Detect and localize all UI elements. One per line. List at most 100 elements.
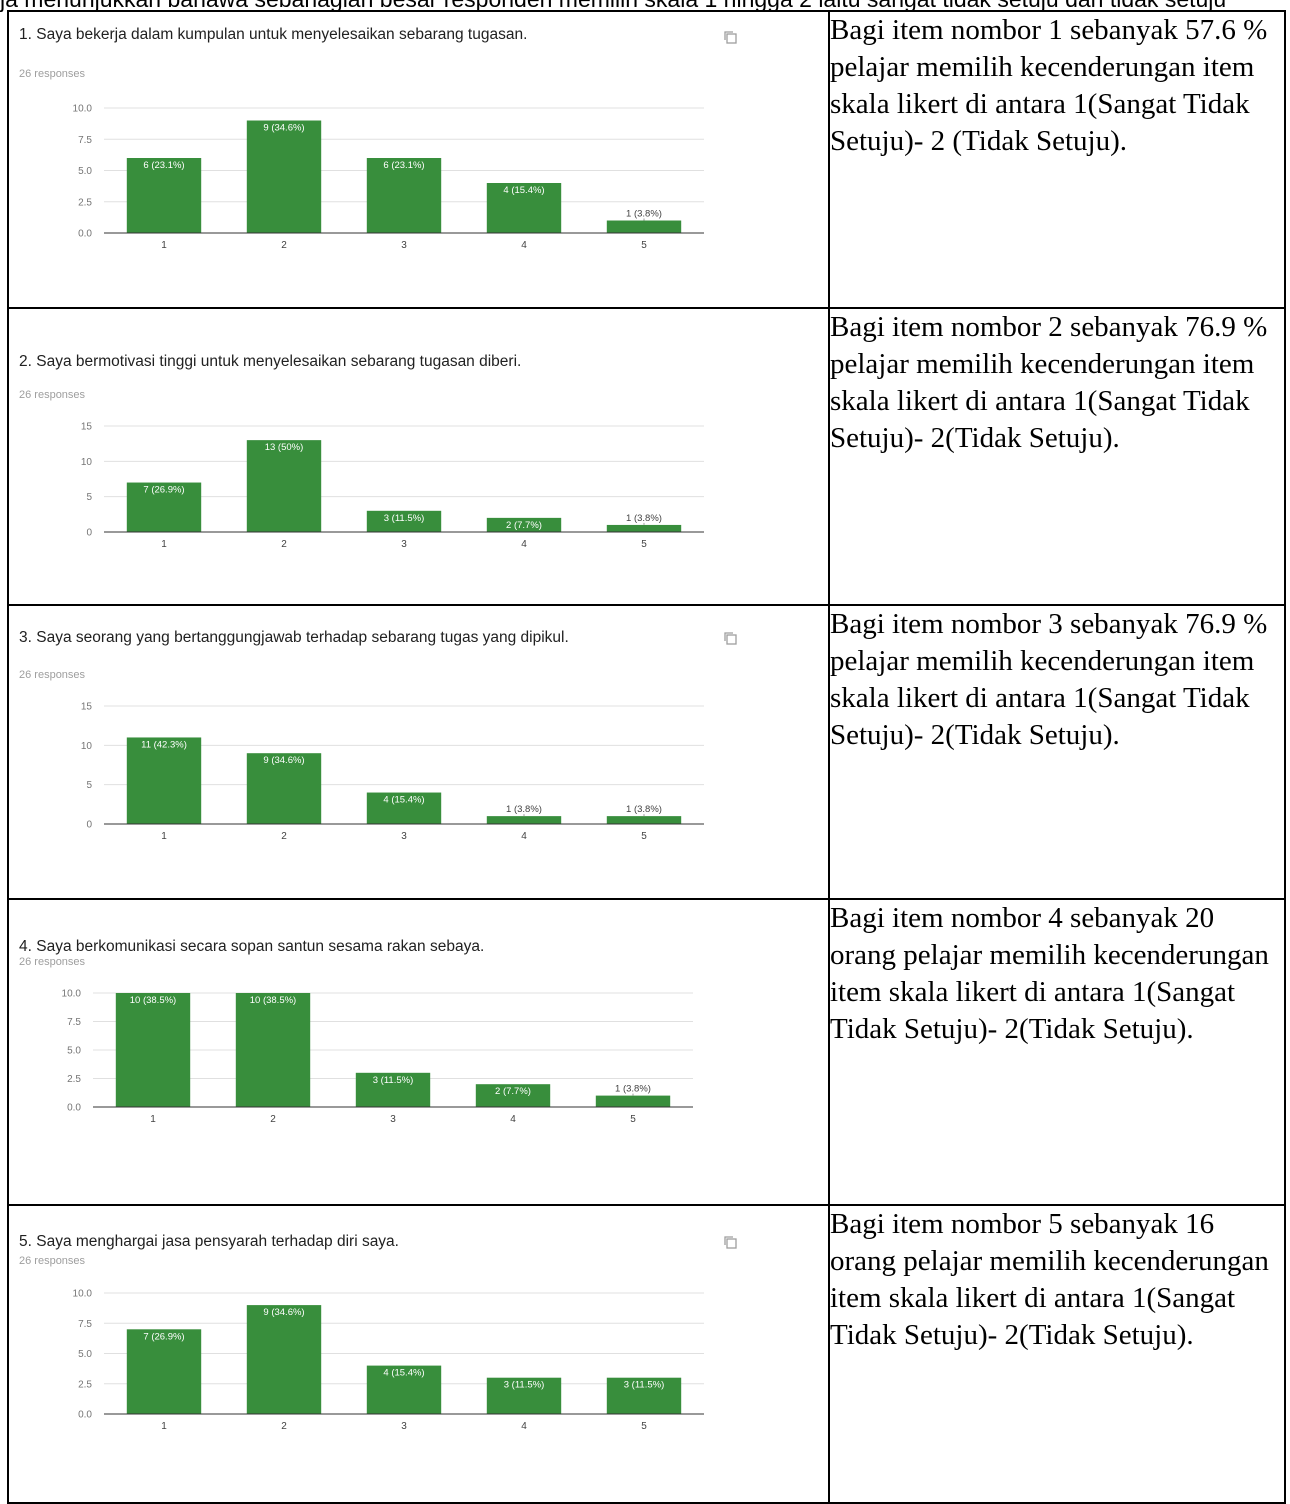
response-count: 26 responses <box>19 68 86 80</box>
x-tick-label: 5 <box>641 539 647 550</box>
response-count: 26 responses <box>19 1255 86 1267</box>
bar-chart: 0 5 10 15 11 (42.3%) 1 9 (34.6%) 2 4 (15.4%) 3 1 (… <box>81 702 704 842</box>
y-tick-label: 15 <box>81 422 93 433</box>
x-tick-label: 4 <box>510 1114 516 1125</box>
data-label: 3 (11.5%) <box>504 1380 544 1391</box>
x-tick-label: 3 <box>401 1421 407 1432</box>
chart-cell: 2. Saya bermotivasi tinggi untuk menyele… <box>7 307 830 606</box>
chart-cell: 5. Saya menghargai jasa pensyarah terhad… <box>7 1204 830 1504</box>
response-count: 26 responses <box>19 389 86 401</box>
bar <box>246 753 322 824</box>
y-tick-label: 2.5 <box>78 197 92 208</box>
bar <box>126 158 202 233</box>
description-text: Bagi item nombor 5 sebanyak 16 orang pel… <box>828 1204 1286 1504</box>
x-tick-label: 5 <box>641 831 647 842</box>
y-tick-label: 5 <box>86 780 92 791</box>
y-tick-label: 0.0 <box>67 1103 81 1114</box>
bar-chart: 0.0 2.5 5.0 7.5 10.0 6 (23.1%) 1 9 (34.6%) 2 6 (2… <box>73 104 704 251</box>
bar <box>246 120 322 233</box>
question-title: 3. Saya seorang yang bertanggungjawab te… <box>19 629 569 646</box>
bar <box>475 1084 551 1107</box>
copy-chart-icon[interactable] <box>722 1234 738 1250</box>
chart-cell: 3. Saya seorang yang bertanggungjawab te… <box>7 604 830 900</box>
x-tick-label: 1 <box>150 1114 156 1125</box>
y-tick-label: 0.0 <box>78 229 92 240</box>
data-label: 11 (42.3%) <box>141 739 187 750</box>
y-tick-label: 10.0 <box>62 989 82 1000</box>
data-label: 3 (11.5%) <box>384 513 424 524</box>
x-tick-label: 4 <box>521 831 527 842</box>
form-summary-card: 4. Saya berkomunikasi secara sopan santu… <box>9 900 828 1204</box>
bar <box>246 1305 322 1414</box>
bar <box>126 482 202 532</box>
bar <box>126 1329 202 1414</box>
chart-cell: 4. Saya berkomunikasi secara sopan santu… <box>7 898 830 1206</box>
description-text: Bagi item nombor 3 sebanyak 76.9 % pelaj… <box>828 604 1286 900</box>
bar <box>355 1072 431 1107</box>
x-tick-label: 5 <box>630 1114 636 1125</box>
x-tick-label: 1 <box>161 539 167 550</box>
table-row: 3. Saya seorang yang bertanggungjawab te… <box>7 604 1286 900</box>
data-label: 9 (34.6%) <box>263 1307 304 1318</box>
y-tick-label: 5.0 <box>67 1046 81 1057</box>
y-tick-label: 7.5 <box>78 135 92 146</box>
x-tick-label: 4 <box>521 1421 527 1432</box>
bar <box>246 440 322 532</box>
bar-chart: 0 5 10 15 7 (26.9%) 1 13 (50%) 2 3 (11.5%) 3 2 (7.… <box>81 422 704 550</box>
data-label: 2 (7.7%) <box>506 520 542 531</box>
x-tick-label: 5 <box>641 240 647 251</box>
y-tick-label: 5.0 <box>78 1349 92 1360</box>
question-title: 4. Saya berkomunikasi secara sopan santu… <box>19 938 485 955</box>
bar <box>606 816 682 824</box>
cut-off-heading-text: ja menunjukkan bahawa sebahagian besar r… <box>0 0 1226 13</box>
data-label: 4 (15.4%) <box>503 185 544 196</box>
bar <box>606 220 682 233</box>
bar-chart: 0.0 2.5 5.0 7.5 10.0 7 (26.9%) 1 9 (34.6%) 2 4 (1… <box>73 1289 704 1432</box>
data-label: 1 (3.8%) <box>626 513 662 524</box>
table-row: 5. Saya menghargai jasa pensyarah terhad… <box>7 1204 1286 1504</box>
copy-chart-icon[interactable] <box>722 29 738 45</box>
table-row: 2. Saya bermotivasi tinggi untuk menyele… <box>7 307 1286 606</box>
data-label: 1 (3.8%) <box>506 804 542 815</box>
bar <box>486 183 562 233</box>
x-tick-label: 1 <box>161 240 167 251</box>
data-label: 7 (26.9%) <box>143 485 184 496</box>
x-tick-label: 2 <box>281 1421 287 1432</box>
bar <box>595 1095 671 1107</box>
bar <box>486 1377 562 1414</box>
x-tick-label: 2 <box>270 1114 276 1125</box>
bar <box>235 993 311 1107</box>
x-tick-label: 3 <box>401 539 407 550</box>
y-tick-label: 0 <box>86 820 92 831</box>
copy-chart-icon[interactable] <box>722 630 738 646</box>
y-tick-label: 0 <box>86 528 92 539</box>
y-tick-label: 7.5 <box>78 1319 92 1330</box>
response-count: 26 responses <box>19 956 86 968</box>
y-tick-label: 10.0 <box>73 1289 93 1300</box>
form-summary-card: 1. Saya bekerja dalam kumpulan untuk men… <box>9 12 828 307</box>
y-tick-label: 15 <box>81 702 93 713</box>
y-tick-label: 10 <box>81 457 93 468</box>
data-label: 2 (7.7%) <box>495 1086 531 1097</box>
y-tick-label: 2.5 <box>78 1379 92 1390</box>
y-tick-label: 0.0 <box>78 1410 92 1421</box>
y-tick-label: 5.0 <box>78 166 92 177</box>
x-tick-label: 3 <box>401 831 407 842</box>
x-tick-label: 1 <box>161 831 167 842</box>
data-label: 3 (11.5%) <box>373 1075 413 1086</box>
data-label: 4 (15.4%) <box>383 1368 424 1379</box>
x-tick-label: 2 <box>281 831 287 842</box>
x-tick-label: 4 <box>521 539 527 550</box>
y-tick-label: 7.5 <box>67 1017 81 1028</box>
form-summary-card: 2. Saya bermotivasi tinggi untuk menyele… <box>9 309 828 604</box>
data-label: 4 (15.4%) <box>383 795 424 806</box>
bar <box>366 510 442 532</box>
form-summary-card: 5. Saya menghargai jasa pensyarah terhad… <box>9 1206 828 1502</box>
x-tick-label: 4 <box>521 240 527 251</box>
question-title: 5. Saya menghargai jasa pensyarah terhad… <box>19 1233 399 1250</box>
data-label: 6 (23.1%) <box>383 160 424 171</box>
form-summary-card: 3. Saya seorang yang bertanggungjawab te… <box>9 606 828 898</box>
description-text: Bagi item nombor 2 sebanyak 76.9 % pelaj… <box>828 307 1286 606</box>
x-tick-label: 5 <box>641 1421 647 1432</box>
x-tick-label: 2 <box>281 240 287 251</box>
